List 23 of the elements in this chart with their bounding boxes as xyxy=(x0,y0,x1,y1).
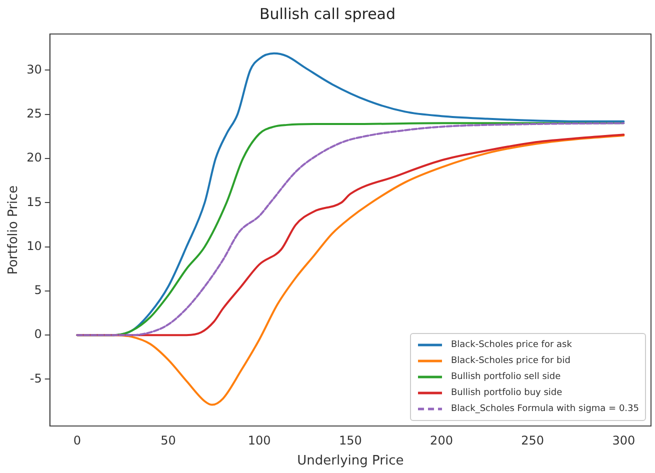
y-tick-label: 10 xyxy=(26,238,42,253)
y-tick-label: 20 xyxy=(26,150,42,165)
x-tick-label: 0 xyxy=(73,433,82,448)
legend-label: Black-Scholes price for bid xyxy=(450,356,570,366)
y-tick-label: 25 xyxy=(26,106,42,120)
y-tick-label: 15 xyxy=(26,194,42,209)
x-tick-label: 300 xyxy=(612,433,636,448)
x-tick-label: 50 xyxy=(160,433,176,448)
chart-title: Bullish call spread xyxy=(259,4,396,23)
x-tick-label: 150 xyxy=(338,433,362,448)
legend-label: Black-Scholes price for ask xyxy=(450,340,572,350)
x-tick-label: 250 xyxy=(521,433,544,448)
x-tick-label: 100 xyxy=(248,433,271,448)
y-tick-label: -5 xyxy=(30,371,42,386)
y-tick-label: 5 xyxy=(34,283,42,298)
x-axis-title: Underlying Price xyxy=(297,454,404,469)
y-tick-label: 0 xyxy=(34,327,42,342)
legend-label: Bullish portfolio buy side xyxy=(450,388,562,398)
legend-label: Bullish portfolio sell side xyxy=(450,372,561,382)
y-tick-label: 30 xyxy=(26,62,42,76)
y-axis-title: Portfolio Price xyxy=(6,185,22,275)
x-tick-label: 200 xyxy=(430,433,453,448)
legend-label: Black_Scholes Formula with sigma = 0.35 xyxy=(450,404,639,414)
